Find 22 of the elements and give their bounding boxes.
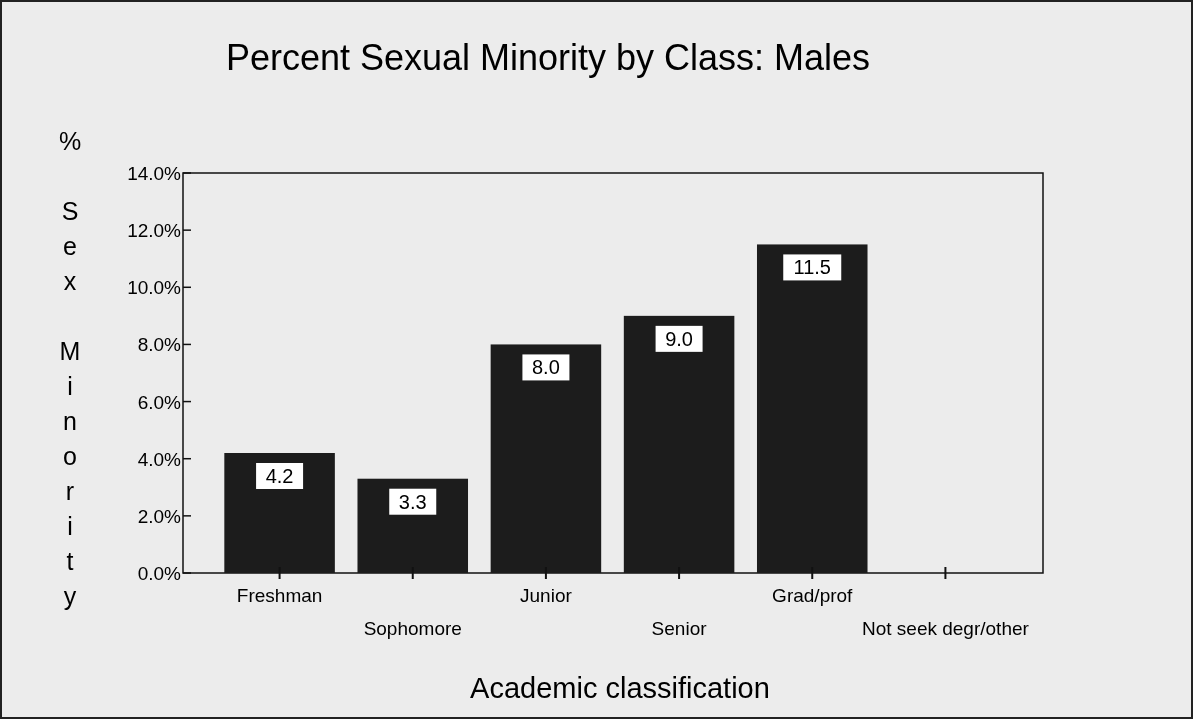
x-tick-label: Freshman — [236, 585, 323, 606]
y-tick-label: 4.0% — [137, 448, 182, 470]
y-tick-label: 12.0% — [127, 220, 182, 242]
y-tick-label: 0.0% — [137, 563, 182, 584]
x-tick-label: Sophomore — [363, 618, 462, 639]
x-tick-label: Not seek degr/other — [861, 618, 1030, 639]
x-tick-label: Senior — [651, 618, 708, 639]
y-tick-label: 8.0% — [137, 334, 182, 356]
y-tick-label: 2.0% — [137, 505, 182, 527]
data-label: 8.0 — [532, 356, 560, 379]
y-tick-label: 14.0% — [127, 163, 182, 184]
x-tick-label: Grad/prof — [772, 585, 854, 606]
chart-title: Percent Sexual Minority by Class: Males — [225, 37, 871, 78]
y-tick-label: 10.0% — [127, 277, 182, 299]
data-label: 4.2 — [265, 465, 294, 487]
data-label: 11.5 — [793, 256, 831, 279]
x-axis-title: Academic classification — [470, 672, 770, 704]
data-label: 9.0 — [665, 327, 693, 350]
text: % Sex Minority — [58, 127, 82, 610]
x-tick-label: Junior — [520, 585, 573, 606]
data-label: 3.3 — [398, 490, 427, 513]
y-tick-label: 6.0% — [137, 391, 182, 413]
